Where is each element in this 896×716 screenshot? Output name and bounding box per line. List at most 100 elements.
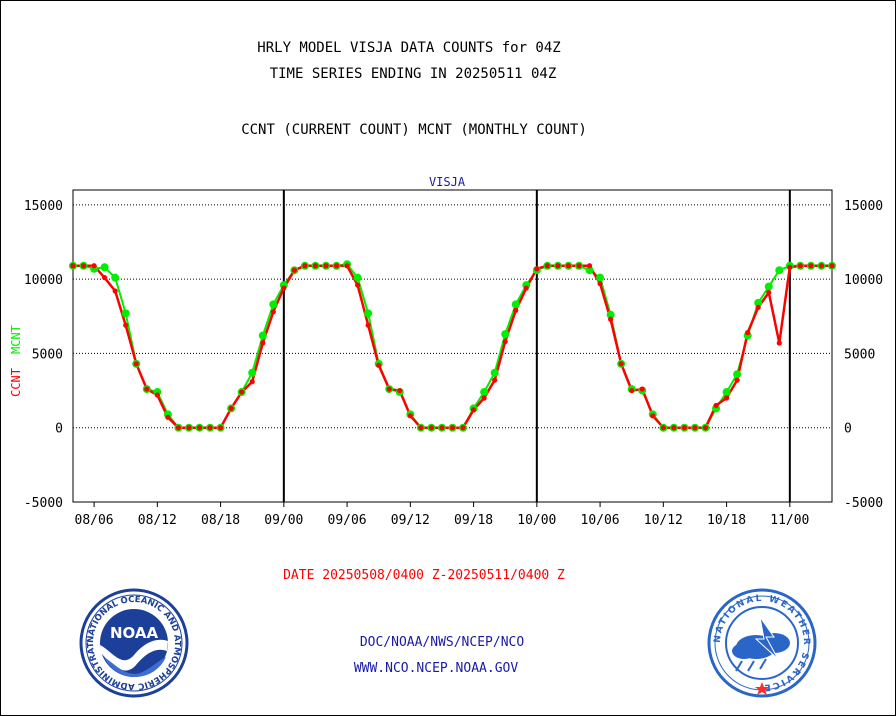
x-tick-label: 09/12 <box>391 513 430 528</box>
data-point-ccnt <box>713 402 719 409</box>
y-tick-label-right: -5000 <box>844 496 883 511</box>
data-point-ccnt <box>344 263 350 269</box>
data-point-mcnt <box>490 368 499 377</box>
data-point-ccnt <box>470 407 477 413</box>
date-range: DATE 20250508/0400 Z-20250511/0400 Z <box>283 568 565 583</box>
y-tick-label-left: 10000 <box>24 273 63 288</box>
data-point-ccnt <box>692 425 698 431</box>
data-point-ccnt <box>776 340 782 346</box>
y-tick-label-left: 5000 <box>32 347 63 362</box>
data-point-ccnt <box>217 425 224 431</box>
data-point-ccnt <box>681 425 688 431</box>
data-point-ccnt <box>270 309 276 315</box>
data-point-ccnt <box>80 263 87 269</box>
url-line: WWW.NCO.NCEP.NOAA.GOV <box>354 661 519 676</box>
data-point-ccnt <box>165 414 171 420</box>
y-tick-label-right: 10000 <box>844 273 883 288</box>
data-point-ccnt <box>565 263 572 269</box>
data-point-mcnt <box>121 309 130 318</box>
data-point-ccnt <box>376 362 382 368</box>
data-point-mcnt <box>480 388 489 397</box>
x-tick-label: 08/12 <box>138 513 177 528</box>
data-point-ccnt <box>175 425 182 431</box>
data-point-ccnt <box>723 395 730 401</box>
data-point-ccnt <box>112 288 118 294</box>
data-point-ccnt <box>555 263 561 269</box>
data-point-mcnt <box>733 370 742 379</box>
data-point-ccnt <box>133 361 139 367</box>
data-point-ccnt <box>534 266 540 272</box>
data-point-mcnt <box>501 330 510 339</box>
data-point-ccnt <box>586 263 593 269</box>
data-point-ccnt <box>608 316 614 322</box>
series-line-ccnt <box>73 264 832 429</box>
x-tick-label: 09/06 <box>328 513 367 528</box>
data-point-ccnt <box>829 263 835 269</box>
noaa-logo-text: NOAA <box>110 624 159 642</box>
data-point-ccnt <box>365 322 371 328</box>
data-point-ccnt <box>186 425 192 431</box>
data-point-ccnt <box>639 386 645 392</box>
data-point-ccnt <box>291 267 297 273</box>
data-point-ccnt <box>818 263 825 269</box>
data-point-ccnt <box>281 285 287 291</box>
data-point-mcnt <box>722 388 731 397</box>
y-tick-label-right: 15000 <box>844 199 883 214</box>
data-point-mcnt <box>754 298 763 307</box>
data-point-ccnt <box>755 304 761 310</box>
data-point-ccnt <box>333 263 340 269</box>
data-point-mcnt <box>111 273 120 282</box>
plot-area <box>72 189 833 503</box>
data-point-ccnt <box>312 263 319 269</box>
y-tick-label-left: 15000 <box>24 199 63 214</box>
data-point-ccnt <box>734 377 740 383</box>
data-point-ccnt <box>397 387 403 394</box>
nws-logo: NATIONAL WEATHER SERVICE <box>707 588 817 698</box>
y-tick-label-left: 0 <box>55 422 63 437</box>
data-point-ccnt <box>671 425 677 431</box>
data-point-ccnt <box>513 307 519 313</box>
data-point-ccnt <box>797 263 803 269</box>
x-tick-label: 10/18 <box>707 513 746 528</box>
data-point-ccnt <box>502 338 508 345</box>
data-point-ccnt <box>766 289 772 296</box>
data-point-mcnt <box>269 300 278 309</box>
y-axis-label-ccnt: CCNT <box>9 368 23 397</box>
data-point-ccnt <box>386 386 392 392</box>
data-point-ccnt <box>439 425 445 431</box>
data-point-ccnt <box>702 425 709 431</box>
data-point-ccnt <box>196 425 203 431</box>
title-line-1: HRLY MODEL VISJA DATA COUNTS for 04Z <box>257 40 560 56</box>
axis-layer: -5000 -5000 0 0 5000 5000 10000 10000 15000 15000… <box>24 199 883 528</box>
data-point-ccnt <box>576 263 582 269</box>
data-point-mcnt <box>606 310 615 319</box>
data-point-ccnt <box>144 386 150 392</box>
data-point-mcnt <box>353 273 362 282</box>
y-axis-label: CCNT MCNT <box>9 325 23 397</box>
data-point-ccnt <box>650 413 656 419</box>
data-point-ccnt <box>123 322 129 328</box>
x-tick-label: 11/00 <box>770 513 809 528</box>
y-axis-label-mcnt: MCNT <box>9 325 23 354</box>
series-layer <box>69 260 836 432</box>
x-tick-label: 10/06 <box>581 513 620 528</box>
title-line-2: TIME SERIES ENDING IN 20250511 04Z <box>270 66 557 82</box>
data-point-ccnt <box>597 281 603 287</box>
data-point-ccnt <box>787 264 793 270</box>
x-tick-label: 09/00 <box>264 513 303 528</box>
data-point-ccnt <box>492 377 498 383</box>
data-point-ccnt <box>228 405 234 411</box>
data-point-mcnt <box>764 282 773 291</box>
data-point-ccnt <box>302 263 308 269</box>
y-tick-label-right: 0 <box>844 422 852 437</box>
x-tick-label: 09/18 <box>454 513 493 528</box>
data-point-ccnt <box>323 263 329 269</box>
data-point-ccnt <box>260 340 266 346</box>
data-point-ccnt <box>660 425 666 431</box>
data-point-mcnt <box>775 266 784 275</box>
data-point-ccnt <box>207 425 213 431</box>
x-tick-label: 10/12 <box>644 513 683 528</box>
data-point-ccnt <box>481 395 487 401</box>
